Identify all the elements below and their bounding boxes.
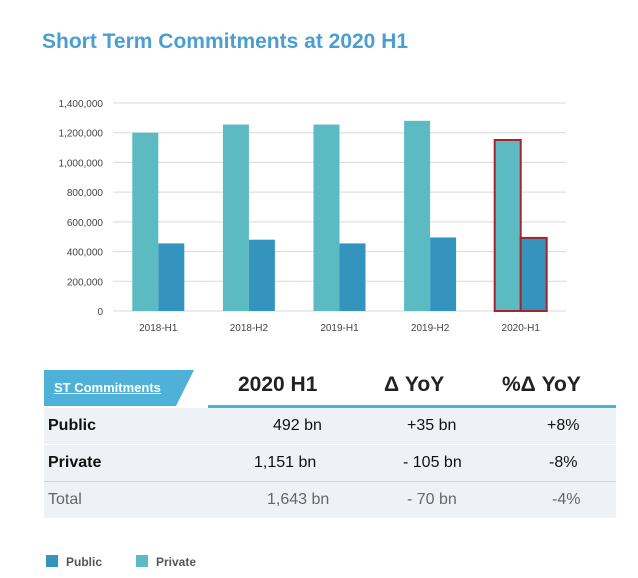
legend-item-public: Public: [46, 555, 102, 569]
row-yoy: +35 bn: [407, 417, 457, 434]
row-label: Public: [48, 417, 97, 434]
legend-label: Public: [66, 555, 103, 569]
x-tick-label: 2019-H1: [320, 323, 359, 334]
x-tick-label: 2020-H1: [502, 323, 541, 334]
y-tick-label: 200,000: [67, 277, 104, 288]
bar-private: [222, 124, 249, 312]
y-tick-label: 1,200,000: [59, 129, 104, 140]
x-tick-label: 2018-H2: [230, 323, 269, 334]
bar-public: [248, 239, 275, 311]
bar-public: [519, 236, 548, 313]
row-value: 492 bn: [273, 417, 322, 434]
table-row-total: Total 1,643 bn - 70 bn -4%: [44, 481, 616, 518]
table-tag: ST Commitments: [44, 370, 194, 406]
row-yoy: - 105 bn: [403, 454, 462, 471]
row-label: Total: [48, 491, 82, 508]
y-tick-label: 0: [97, 307, 103, 318]
row-value: 1,643 bn: [267, 491, 330, 508]
bar-private: [313, 124, 340, 312]
x-tick-label: 2018-H1: [139, 323, 178, 334]
col-header-pct: %Δ YoY: [502, 373, 581, 396]
table-row-public: Public 492 bn +35 bn +8%: [44, 408, 616, 444]
row-label: Private: [48, 454, 102, 471]
col-header-value: 2020 H1: [238, 373, 318, 396]
y-tick-label: 600,000: [67, 218, 104, 229]
bar-private: [493, 138, 522, 312]
bar-public: [339, 243, 366, 311]
header-rule: [208, 405, 616, 408]
bar-private: [132, 132, 159, 311]
chart-title: Short Term Commitments at 2020 H1: [42, 30, 409, 53]
bar-public: [430, 237, 457, 311]
row-pct: -8%: [549, 454, 578, 471]
legend-swatch: [46, 555, 58, 567]
x-tick-label: 2019-H2: [411, 323, 450, 334]
y-tick-label: 1,400,000: [59, 99, 104, 110]
row-value: 1,151 bn: [254, 454, 317, 471]
row-yoy: - 70 bn: [407, 491, 457, 508]
y-tick-label: 800,000: [67, 188, 104, 199]
legend-item-private: Private: [136, 555, 196, 569]
bar-public: [158, 243, 185, 311]
y-tick-label: 1,000,000: [59, 158, 104, 169]
bar-private: [404, 120, 431, 311]
legend-swatch: [136, 555, 148, 567]
col-header-yoy: Δ YoY: [384, 373, 445, 396]
table-row-private: Private 1,151 bn - 105 bn -8%: [44, 445, 616, 481]
row-pct: -4%: [552, 491, 581, 508]
row-pct: +8%: [547, 417, 580, 434]
table-tag-label: ST Commitments: [54, 380, 161, 395]
bar-chart: 0 200,000 400,000 600,000 800,000 1,000,000 1,…: [59, 99, 566, 334]
y-tick-label: 400,000: [67, 248, 104, 259]
legend-label: Private: [156, 555, 197, 569]
